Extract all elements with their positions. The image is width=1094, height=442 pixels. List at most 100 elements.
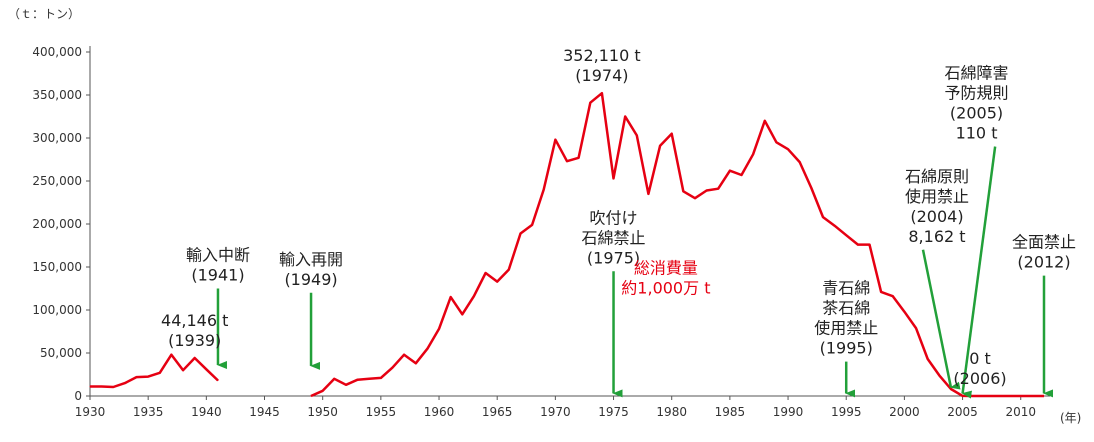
annotation-text: (2004): [910, 207, 963, 226]
data-point: [682, 190, 684, 192]
data-point: [659, 145, 661, 147]
annotation-text: 8,162 t: [908, 227, 965, 246]
y-tick-label: 50,000: [40, 346, 82, 360]
annotation-text: (1941): [191, 266, 244, 285]
arrows: [216, 146, 1053, 399]
data-point: [147, 376, 149, 378]
data-point: [717, 188, 719, 190]
x-tick-label: 1955: [366, 405, 397, 419]
x-tick-label: 1995: [831, 405, 862, 419]
data-point: [368, 378, 370, 380]
annotation-text: 青石綿: [822, 279, 870, 298]
annotation-text: 使用禁止: [814, 319, 878, 338]
x-tick-label: 2000: [889, 405, 920, 419]
data-point: [973, 395, 975, 397]
data-point: [392, 367, 393, 369]
data-point: [799, 161, 801, 163]
x-tick-label: 1960: [424, 405, 455, 419]
data-point: [834, 225, 836, 227]
data-point: [461, 313, 463, 315]
data-point: [496, 281, 498, 283]
data-point: [752, 153, 754, 155]
data-point: [962, 395, 964, 397]
data-point: [671, 133, 673, 135]
x-tick-label: 1990: [773, 405, 804, 419]
y-tick-label: 100,000: [32, 303, 82, 317]
data-point: [531, 224, 533, 226]
data-point: [624, 116, 626, 117]
data-point: [159, 372, 161, 374]
series-line-segment: [90, 353, 219, 389]
data-point: [485, 272, 487, 274]
y-tick-label: 150,000: [32, 260, 82, 274]
data-point: [857, 244, 859, 246]
data-point: [950, 388, 952, 390]
annotation-text: 石綿原則: [905, 167, 969, 186]
y-tick-label: 0: [74, 389, 82, 403]
data-point: [554, 139, 556, 141]
data-point: [333, 378, 335, 380]
y-unit-label: （ｔ：トン）: [8, 7, 80, 21]
x-tick-label: 2010: [1005, 405, 1036, 419]
y-tick-label: 300,000: [32, 131, 82, 145]
data-point: [170, 354, 172, 356]
data-point: [1043, 395, 1045, 397]
annotation-text: (1949): [284, 270, 337, 289]
data-point: [775, 141, 777, 143]
data-point: [415, 362, 417, 364]
x-tick-label: 1965: [482, 405, 513, 419]
annotation-text: 総消費量: [634, 259, 698, 278]
annotation-text: 110 t: [956, 124, 998, 143]
x-tick-label: 1935: [133, 405, 164, 419]
annotation-text: 石綿禁止: [582, 228, 646, 247]
annotation-text: (1939): [168, 331, 221, 350]
data-point: [787, 148, 789, 150]
x-tick-label: 1975: [598, 405, 629, 419]
data-point: [915, 327, 917, 329]
data-point: [217, 380, 219, 381]
data-point: [647, 193, 649, 195]
annotation-text: 使用禁止: [905, 187, 969, 206]
data-point: [822, 216, 824, 218]
data-point: [543, 189, 545, 191]
data-point: [985, 395, 987, 397]
data-point: [182, 369, 184, 371]
data-point: [927, 358, 929, 360]
data-point: [473, 295, 475, 297]
x-unit-label: (年): [1060, 411, 1081, 425]
annotation-text: 茶石綿: [822, 299, 870, 318]
data-point: [194, 357, 196, 359]
x-tick-label: 1980: [656, 405, 687, 419]
data-point: [903, 311, 905, 313]
data-point: [508, 269, 510, 271]
data-point: [101, 386, 103, 387]
data-point: [112, 386, 114, 388]
annotation-text: (1995): [820, 339, 873, 358]
data-point: [426, 348, 428, 350]
data-point: [997, 395, 998, 397]
y-tick-label: 400,000: [32, 45, 82, 59]
data-point: [764, 120, 766, 122]
annotation-text: 0 t: [969, 349, 991, 368]
data-point: [566, 160, 568, 162]
data-point: [322, 390, 324, 392]
data-point: [310, 395, 312, 397]
axes: 0 50,000 100,000 150,000 200,000 250,000 300,0…: [32, 45, 1050, 419]
annotation-text: 全面禁止: [1012, 233, 1076, 252]
annotation-arrow: [961, 146, 997, 399]
x-tick-label: 2005: [947, 405, 978, 419]
annotation-text: 44,146 t: [161, 311, 228, 330]
annotation-text: (1975): [587, 248, 640, 267]
y-tick-label: 250,000: [32, 174, 82, 188]
annotation-text: 石綿障害: [945, 64, 1009, 83]
y-tick-label: 350,000: [32, 88, 82, 102]
annotation-text: 352,110 t: [563, 46, 641, 65]
x-tick-label: 1950: [307, 405, 338, 419]
annotation-text: (2006): [953, 369, 1006, 388]
x-tick-label: 1970: [540, 405, 571, 419]
annotation-text: (2012): [1017, 253, 1070, 272]
data-point: [578, 157, 580, 159]
data-point: [869, 244, 870, 246]
data-point: [601, 92, 603, 94]
